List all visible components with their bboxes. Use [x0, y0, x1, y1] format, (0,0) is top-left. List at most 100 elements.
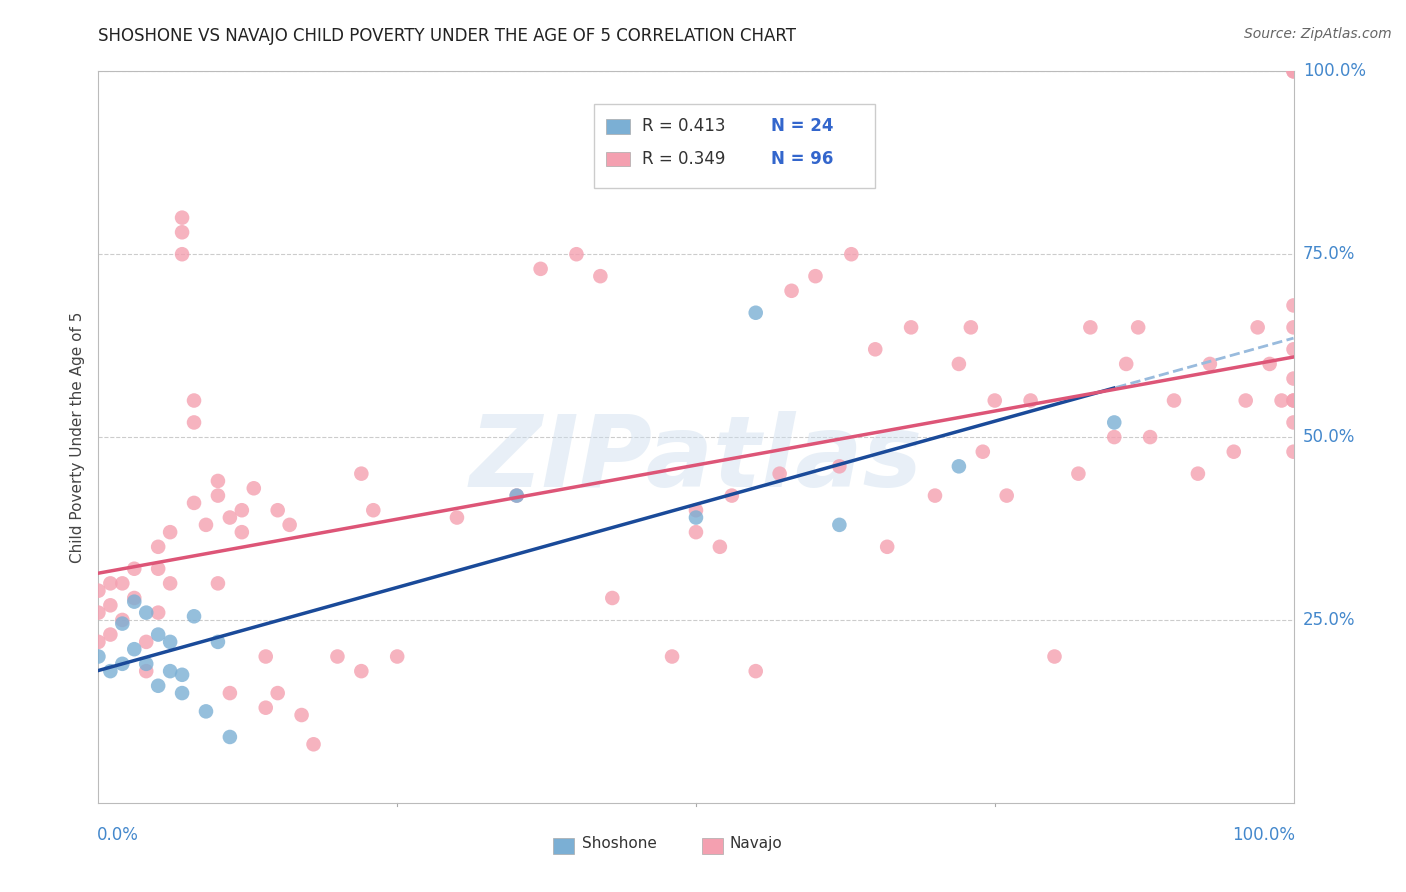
- Point: [254, 649, 277, 664]
- Point: [183, 609, 205, 624]
- Point: [148, 562, 170, 576]
- Point: [98, 627, 122, 641]
- Point: [172, 211, 194, 225]
- Point: [1282, 343, 1305, 357]
- Text: ZIPatlas: ZIPatlas: [470, 410, 922, 508]
- Text: SHOSHONE VS NAVAJO CHILD POVERTY UNDER THE AGE OF 5 CORRELATION CHART: SHOSHONE VS NAVAJO CHILD POVERTY UNDER T…: [98, 27, 796, 45]
- Point: [124, 594, 146, 608]
- Point: [1104, 416, 1126, 430]
- Point: [135, 606, 157, 620]
- Point: [685, 503, 707, 517]
- Point: [135, 657, 157, 671]
- Point: [302, 737, 325, 751]
- Point: [709, 540, 731, 554]
- Point: [506, 489, 529, 503]
- Point: [98, 664, 122, 678]
- Point: [1187, 467, 1209, 481]
- Point: [124, 591, 146, 605]
- Point: [148, 627, 170, 641]
- Point: [1271, 393, 1294, 408]
- Point: [446, 510, 468, 524]
- Bar: [595, 104, 875, 188]
- Point: [124, 642, 146, 657]
- Point: [1282, 320, 1305, 334]
- Point: [363, 503, 385, 517]
- Point: [148, 606, 170, 620]
- Text: N = 96: N = 96: [772, 150, 834, 168]
- Point: [1163, 393, 1185, 408]
- Point: [135, 664, 157, 678]
- Point: [111, 613, 134, 627]
- Point: [87, 649, 110, 664]
- Point: [350, 664, 373, 678]
- Point: [828, 517, 851, 532]
- Point: [159, 635, 181, 649]
- Point: [385, 649, 409, 664]
- Point: [1139, 430, 1161, 444]
- Point: [1282, 64, 1305, 78]
- Text: 25.0%: 25.0%: [1303, 611, 1355, 629]
- Point: [948, 459, 970, 474]
- Point: [1258, 357, 1281, 371]
- Point: [291, 708, 314, 723]
- Point: [172, 247, 194, 261]
- Point: [254, 700, 277, 714]
- Point: [745, 306, 768, 320]
- Point: [1282, 298, 1305, 312]
- Point: [924, 489, 946, 503]
- Point: [159, 576, 181, 591]
- Point: [900, 320, 922, 334]
- Point: [1043, 649, 1066, 664]
- Text: Shoshone: Shoshone: [582, 836, 658, 851]
- Point: [948, 357, 970, 371]
- Point: [98, 599, 122, 613]
- Point: [195, 517, 218, 532]
- Point: [87, 635, 110, 649]
- Point: [183, 416, 205, 430]
- Point: [602, 591, 624, 605]
- Point: [685, 510, 707, 524]
- Point: [87, 583, 110, 598]
- Point: [111, 616, 134, 631]
- Point: [1282, 444, 1305, 458]
- Y-axis label: Child Poverty Under the Age of 5: Child Poverty Under the Age of 5: [69, 311, 84, 563]
- Text: N = 24: N = 24: [772, 117, 834, 136]
- Point: [159, 525, 181, 540]
- Point: [995, 489, 1018, 503]
- Point: [183, 393, 205, 408]
- Point: [207, 635, 229, 649]
- Point: [506, 489, 529, 503]
- Point: [1223, 444, 1246, 458]
- Text: R = 0.413: R = 0.413: [643, 117, 725, 136]
- Point: [219, 510, 242, 524]
- Point: [828, 459, 851, 474]
- Bar: [702, 838, 724, 854]
- Point: [1234, 393, 1257, 408]
- Point: [1115, 357, 1137, 371]
- Point: [960, 320, 983, 334]
- Point: [1104, 430, 1126, 444]
- Text: Source: ZipAtlas.com: Source: ZipAtlas.com: [1244, 27, 1392, 41]
- Point: [124, 562, 146, 576]
- Point: [1128, 320, 1150, 334]
- Text: 100.0%: 100.0%: [1232, 826, 1295, 844]
- Point: [530, 261, 553, 276]
- Point: [148, 540, 170, 554]
- Point: [243, 481, 266, 495]
- Text: 0.0%: 0.0%: [97, 826, 139, 844]
- Point: [98, 576, 122, 591]
- Point: [207, 489, 229, 503]
- Point: [780, 284, 803, 298]
- Point: [148, 679, 170, 693]
- Text: 100.0%: 100.0%: [1303, 62, 1367, 80]
- Point: [267, 686, 290, 700]
- Point: [111, 657, 134, 671]
- Point: [745, 664, 768, 678]
- Point: [350, 467, 373, 481]
- Point: [183, 496, 205, 510]
- Point: [207, 474, 229, 488]
- Point: [565, 247, 588, 261]
- Point: [267, 503, 290, 517]
- Point: [219, 730, 242, 744]
- Point: [1282, 416, 1305, 430]
